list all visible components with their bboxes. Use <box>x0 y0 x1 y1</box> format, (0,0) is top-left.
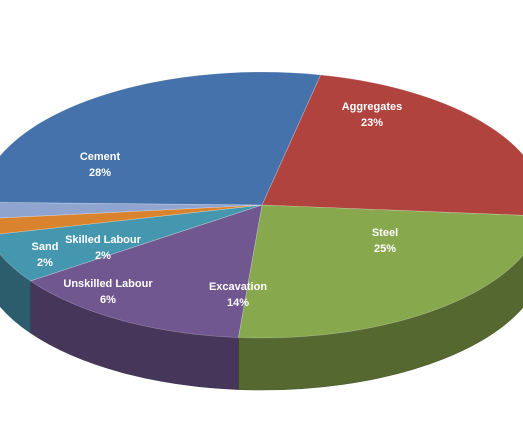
label-pct-sand: 2% <box>37 257 53 269</box>
slice-aggregates <box>261 74 523 216</box>
pie-tops <box>0 71 523 339</box>
label-pct-aggregates: 23% <box>361 117 383 129</box>
slice-skilled-labour <box>0 204 263 235</box>
label-name-steel: Steel <box>372 227 398 239</box>
label-name-skilled-labour: Skilled Labour <box>65 234 142 246</box>
slice-steel <box>238 204 523 339</box>
label-name-cement: Cement <box>80 151 121 163</box>
slice-cement <box>0 71 322 206</box>
slice-sand <box>0 202 263 219</box>
slice-unskilled-labour <box>0 204 263 282</box>
label-pct-skilled-labour: 2% <box>95 250 111 262</box>
label-pct-steel: 25% <box>374 243 396 255</box>
label-pct-cement: 28% <box>89 167 111 179</box>
pie-labels: Aggregates 23% Steel 25% Excavation 14% Unskil… <box>32 101 403 309</box>
pie-sides <box>0 253 523 391</box>
label-pct-excavation: 14% <box>227 297 249 309</box>
label-name-sand: Sand <box>32 241 59 253</box>
slice-excavation <box>29 204 263 338</box>
label-pct-unskilled-labour: 6% <box>100 294 116 306</box>
label-name-unskilled-labour: Unskilled Labour <box>63 278 153 290</box>
label-name-excavation: Excavation <box>209 281 267 293</box>
label-name-aggregates: Aggregates <box>342 101 403 113</box>
